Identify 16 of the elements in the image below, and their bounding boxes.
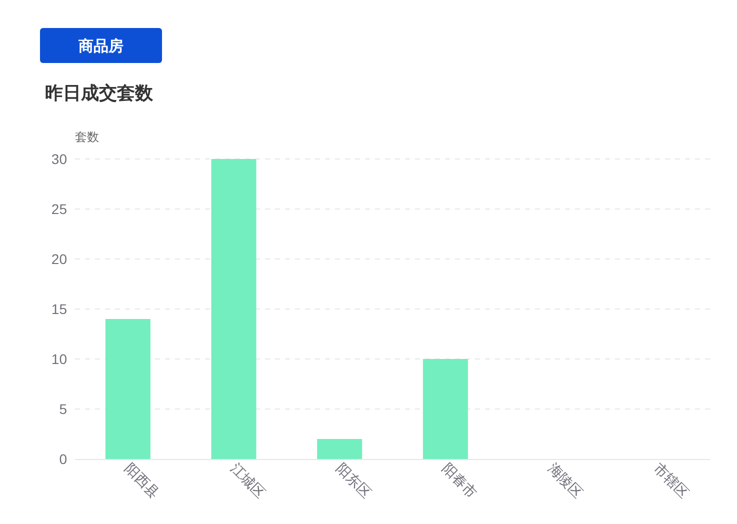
x-tick-label: 市辖区 — [650, 460, 692, 501]
y-tick-label: 30 — [51, 151, 68, 167]
chart-title: 昨日成交套数 — [45, 83, 154, 103]
y-tick-label: 20 — [51, 251, 68, 267]
x-tick-label: 海陵区 — [545, 460, 586, 501]
y-tick-label: 25 — [51, 201, 68, 217]
y-axis-title: 套数 — [75, 130, 99, 144]
y-tick-label: 5 — [59, 401, 68, 417]
y-tick-label: 15 — [51, 301, 68, 317]
y-tick-label: 0 — [59, 451, 68, 467]
x-tick-label: 阳西县 — [122, 460, 163, 501]
x-tick-label: 江城区 — [228, 460, 269, 501]
y-tick-label: 10 — [51, 351, 68, 367]
x-tick-label: 阳东区 — [333, 460, 374, 501]
x-tick-label: 阳春市 — [439, 460, 480, 501]
button-tab: 商品房 — [40, 28, 162, 63]
